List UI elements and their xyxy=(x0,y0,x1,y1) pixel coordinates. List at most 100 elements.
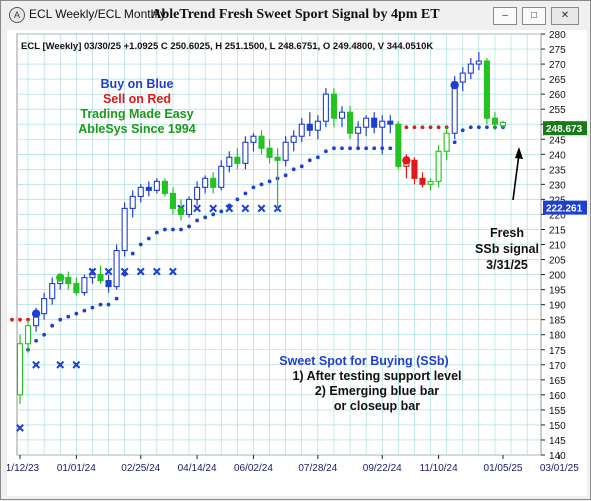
y-tick-label: 185 xyxy=(549,316,566,327)
candle-body xyxy=(467,63,474,74)
y-tick-label: 170 xyxy=(549,361,566,372)
stop-dot-blue xyxy=(348,146,352,151)
candle-body xyxy=(459,72,466,83)
stop-dot-blue xyxy=(179,227,183,232)
y-tick-label: 215 xyxy=(549,225,566,236)
signal-dot xyxy=(402,156,411,165)
stop-dot-blue xyxy=(299,164,304,169)
candle-body xyxy=(451,81,458,134)
candle-body xyxy=(186,198,193,215)
stop-dot-blue xyxy=(476,125,481,130)
y-tick-label: 210 xyxy=(549,241,566,252)
candle-body xyxy=(395,123,402,167)
candle-body xyxy=(41,298,48,315)
candle-body xyxy=(419,177,426,185)
x-mark xyxy=(241,204,250,213)
stop-dot-blue xyxy=(171,227,175,232)
x-mark xyxy=(169,267,177,276)
stop-dot-blue xyxy=(468,125,473,130)
candle-body xyxy=(65,277,72,285)
candle-body xyxy=(145,186,152,191)
legend-line: Buy on Blue xyxy=(101,77,174,91)
x-tick-label: 09/22/24 xyxy=(363,463,402,474)
chart-main-title: AbleTrend Fresh Sweet Sport Signal by 4p… xyxy=(151,7,440,22)
stop-dot-red xyxy=(420,125,425,130)
candle-body xyxy=(234,156,241,164)
candle-body xyxy=(306,123,313,131)
close-icon: ✕ xyxy=(560,10,570,21)
annotation-line: Sweet Spot for Buying (SSb) xyxy=(279,354,448,368)
candle-body xyxy=(202,177,209,188)
x-tick-label: 01/05/25 xyxy=(484,463,523,474)
y-tick-label: 175 xyxy=(549,346,566,357)
stop-dot-blue xyxy=(163,227,167,232)
stop-dot-blue xyxy=(324,149,328,154)
stop-dot-red xyxy=(412,125,417,130)
candle-body xyxy=(81,277,88,294)
stop-dot-red xyxy=(18,317,22,322)
candle-body xyxy=(274,156,281,161)
candle-body xyxy=(338,111,346,119)
stop-dot-blue xyxy=(315,155,320,160)
restore-icon: □ xyxy=(530,10,538,21)
price-label-box xyxy=(543,121,587,136)
chart-area: 140 145 150 155 160 165 170 175 180 185 190 195 200 2… xyxy=(1,30,587,496)
stop-dot-blue xyxy=(82,308,87,313)
candle-body xyxy=(330,93,338,119)
candle-body xyxy=(411,159,418,179)
minimize-button[interactable]: – xyxy=(493,7,517,25)
x-mark xyxy=(209,204,218,213)
candle-body xyxy=(210,177,217,188)
candle-body xyxy=(258,135,265,149)
y-tick-label: 265 xyxy=(549,75,566,86)
signal-note-line: 3/31/25 xyxy=(486,258,528,272)
stop-dot-blue xyxy=(154,230,159,235)
y-tick-label: 145 xyxy=(549,436,566,447)
candle-body xyxy=(169,192,176,209)
minimize-icon: – xyxy=(502,10,508,21)
x-tick-label: 01/01/24 xyxy=(57,463,96,474)
stop-dot-blue xyxy=(90,305,95,310)
stop-dot-blue xyxy=(372,146,377,151)
stop-dot-blue xyxy=(50,323,55,328)
candle-body xyxy=(435,150,442,182)
candle-body xyxy=(427,180,434,185)
stop-dot-blue xyxy=(42,332,47,337)
candle-body xyxy=(250,135,257,143)
candle-body xyxy=(371,117,378,128)
restore-button[interactable]: □ xyxy=(522,7,546,25)
stop-dot-blue xyxy=(460,128,465,133)
x-tick-label: 11/12/23 xyxy=(7,463,40,474)
x-mark xyxy=(193,204,202,213)
candle-body xyxy=(121,207,128,252)
y-tick-label: 195 xyxy=(549,286,566,297)
close-button[interactable]: ✕ xyxy=(551,7,579,25)
stop-dot-blue xyxy=(340,146,344,151)
stop-dot-blue xyxy=(283,173,288,178)
x-mark xyxy=(104,267,113,276)
candle-body xyxy=(379,120,386,128)
stop-dot-blue xyxy=(251,185,256,190)
x-tick-label: 07/28/24 xyxy=(298,463,337,474)
y-tick-label: 190 xyxy=(549,301,566,312)
signal-dot xyxy=(31,309,41,318)
window-title: ECL Weekly/ECL Monthly xyxy=(29,7,166,21)
stop-dot-blue xyxy=(307,158,312,163)
stop-dot-blue xyxy=(195,218,200,223)
candle-body xyxy=(129,195,136,209)
candle-body xyxy=(298,123,305,137)
stop-dot-blue xyxy=(211,212,216,217)
stop-dot-red xyxy=(10,317,14,322)
candle-body xyxy=(499,121,507,127)
y-tick-label: 260 xyxy=(549,90,566,101)
info-line: ECL [Weekly] 03/30/25 +1.0925 C 250.6025… xyxy=(21,41,433,52)
candle-body xyxy=(194,186,201,200)
candle-body xyxy=(443,132,450,152)
signal-note-line: SSb signal xyxy=(475,242,539,256)
candle-body xyxy=(177,207,185,215)
arrow-shaft xyxy=(512,153,520,201)
candle-body xyxy=(282,141,289,161)
x-mark xyxy=(225,204,234,213)
x-tick-label: 11/10/24 xyxy=(420,463,459,474)
stop-dot-red xyxy=(436,125,441,130)
